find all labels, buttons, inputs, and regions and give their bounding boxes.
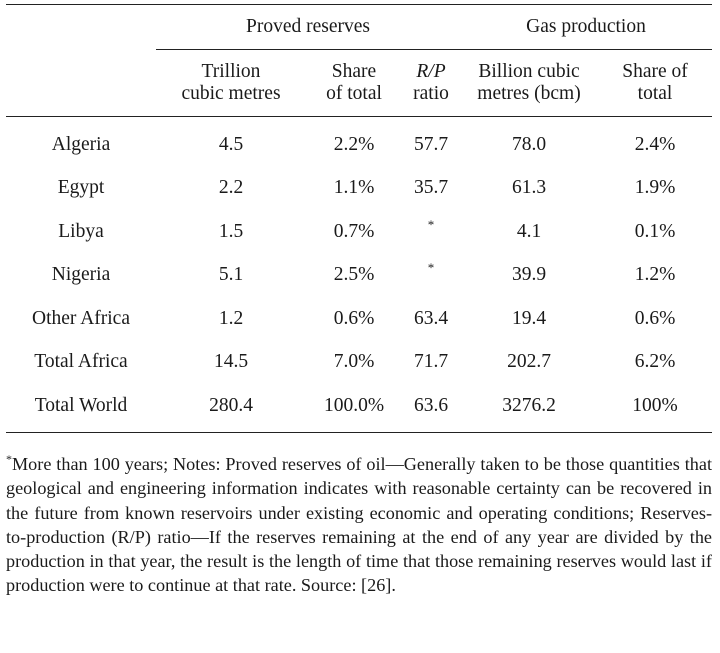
cell-country: Egypt — [57, 177, 105, 199]
column-header-line: metres (bcm) — [477, 83, 581, 104]
table-row: Egypt 2.2 1.1% 35.7 61.3 1.9% — [6, 167, 712, 211]
cell-reserves: 1.5 — [218, 220, 244, 242]
column-header-line: R/P — [416, 61, 446, 82]
cell-reserves: 4.5 — [218, 133, 244, 155]
table-row: Total Africa 14.5 7.0% 71.7 202.7 6.2% — [6, 341, 712, 385]
column-header-production-share: Share of total — [598, 49, 712, 117]
cell-country: Algeria — [51, 133, 111, 155]
column-header-row: Trillion cubic metres Share of total R/P… — [6, 49, 712, 117]
cell-rp-ratio: * — [402, 210, 460, 254]
table-row: Total World 280.4 100.0% 63.6 3276.2 100% — [6, 384, 712, 433]
cell-reserves: 2.2 — [218, 177, 244, 199]
cell-production: 4.1 — [516, 220, 542, 242]
table-row: Libya 1.5 0.7% * 4.1 0.1% — [6, 210, 712, 254]
table-row: Algeria 4.5 2.2% 57.7 78.0 2.4% — [6, 117, 712, 167]
cell-country: Total Africa — [34, 351, 128, 373]
cell-country: Other Africa — [32, 307, 130, 329]
cell-production-share: 2.4% — [634, 133, 676, 155]
column-header-line: cubic metres — [181, 83, 281, 104]
gas-reserves-table: Proved reserves Gas production Trillion … — [6, 4, 712, 433]
column-header-billion-cubic-metres: Billion cubic metres (bcm) — [460, 49, 598, 117]
column-header-line: Billion cubic — [478, 61, 580, 82]
table-row: Other Africa 1.2 0.6% 63.4 19.4 0.6% — [6, 297, 712, 341]
cell-production: 202.7 — [507, 351, 551, 373]
cell-reserves-share: 0.7% — [333, 220, 375, 242]
cell-production-share: 1.9% — [634, 177, 676, 199]
cell-reserves: 14.5 — [213, 351, 249, 373]
column-header-rp-ratio: R/P ratio — [402, 49, 460, 117]
table-row: Nigeria 5.1 2.5% * 39.9 1.2% — [6, 254, 712, 298]
cell-production-share: 100% — [598, 384, 712, 433]
cell-rp-ratio: 63.4 — [413, 307, 449, 329]
column-header-line: ratio — [413, 83, 449, 104]
cell-reserves: 5.1 — [218, 264, 244, 286]
column-header-share-of-total: Share of total — [306, 49, 402, 117]
cell-rp-ratio: 71.7 — [413, 351, 449, 373]
cell-reserves: 1.2 — [218, 307, 244, 329]
cell-production: 19.4 — [511, 307, 547, 329]
footnote-text: More than 100 years; Notes: Proved reser… — [6, 454, 712, 596]
cell-production: 3276.2 — [460, 384, 598, 433]
cell-reserves-share: 7.0% — [333, 351, 375, 373]
cell-rp-ratio: * — [402, 254, 460, 298]
footnote: *More than 100 years; Notes: Proved rese… — [6, 452, 712, 598]
cell-rp-ratio: 57.7 — [413, 133, 449, 155]
asterisk-mark: * — [427, 216, 435, 232]
cell-reserves-share: 2.2% — [333, 133, 375, 155]
cell-reserves: 280.4 — [156, 384, 306, 433]
cell-production: 61.3 — [511, 177, 547, 199]
cell-rp-ratio: 35.7 — [413, 177, 449, 199]
cell-production-share: 6.2% — [634, 351, 676, 373]
cell-production: 39.9 — [511, 264, 547, 286]
cell-country: Total World — [6, 384, 156, 433]
column-header-line: total — [637, 83, 673, 104]
cell-country: Libya — [58, 220, 104, 242]
group-header-proved-reserves: Proved reserves — [156, 4, 460, 50]
group-header-row: Proved reserves Gas production — [6, 4, 712, 50]
cell-production-share: 0.6% — [634, 307, 676, 329]
column-header-line: Share of — [622, 61, 688, 82]
cell-reserves-share: 0.6% — [333, 307, 375, 329]
column-header-line: Share — [331, 61, 377, 82]
group-header-gas-production: Gas production — [460, 4, 712, 50]
cell-reserves-share: 100.0% — [306, 384, 402, 433]
column-header-country — [6, 49, 156, 117]
cell-rp-ratio: 63.6 — [402, 384, 460, 433]
column-header-line: of total — [326, 83, 382, 104]
footnote-marker: * — [6, 452, 12, 466]
cell-production-share: 0.1% — [634, 220, 676, 242]
cell-production-share: 1.2% — [634, 264, 676, 286]
cell-reserves-share: 1.1% — [333, 177, 375, 199]
cell-country: Nigeria — [51, 264, 111, 286]
column-header-line: Trillion — [201, 61, 261, 82]
cell-reserves-share: 2.5% — [333, 264, 375, 286]
table-body: Algeria 4.5 2.2% 57.7 78.0 2.4% Egypt 2.2 1.1% 35… — [6, 117, 712, 433]
asterisk-mark: * — [427, 260, 435, 276]
column-header-trillion-cubic-metres: Trillion cubic metres — [156, 49, 306, 117]
cell-production: 78.0 — [511, 133, 547, 155]
header-blank — [6, 4, 156, 50]
